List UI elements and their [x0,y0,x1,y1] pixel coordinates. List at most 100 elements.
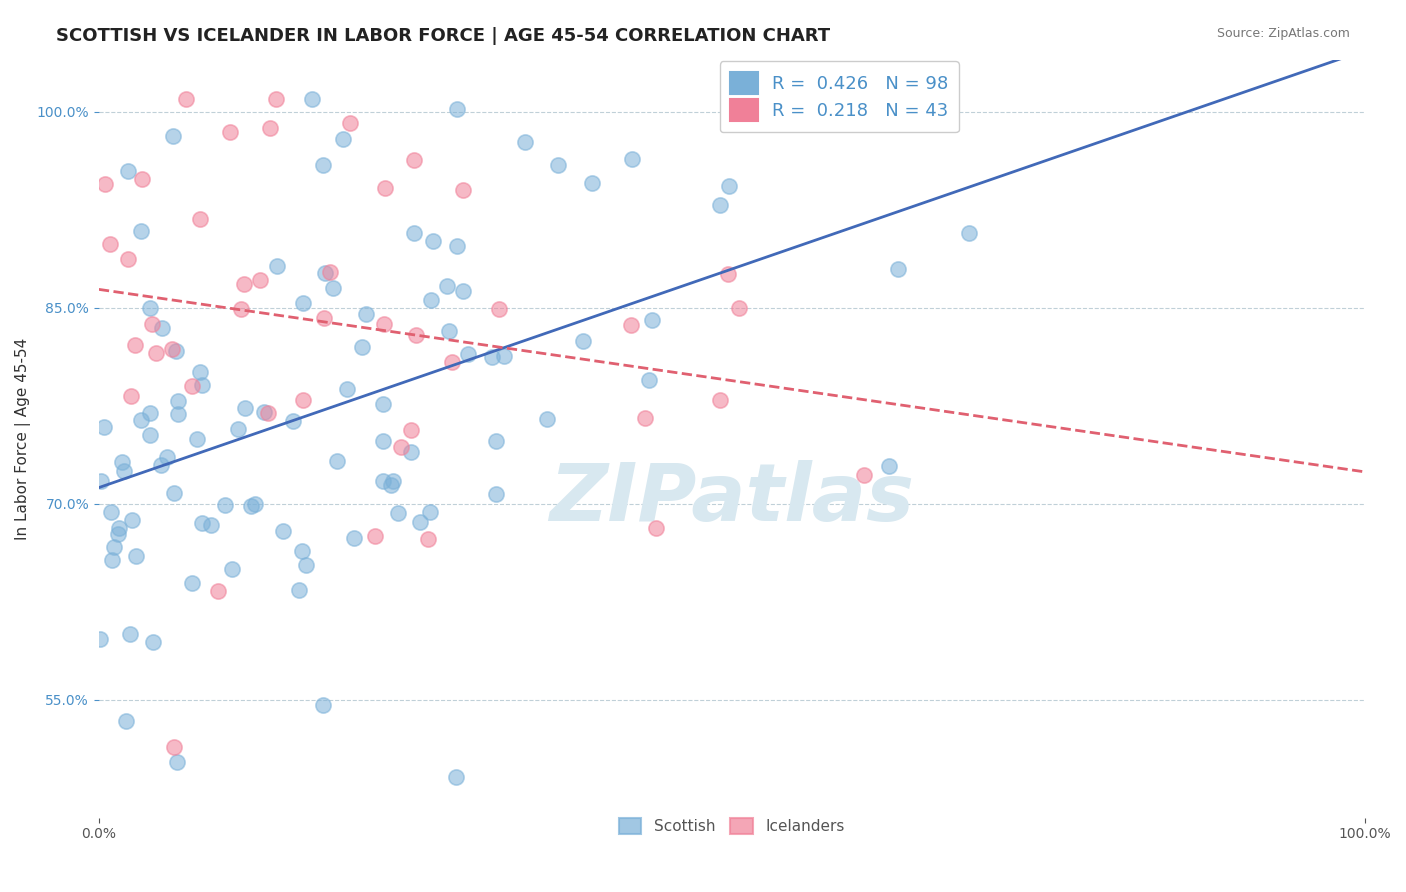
Point [141,317,163,331]
Point [188,365,211,379]
Point [291,544,314,558]
Point [100,505,122,519]
Point [93,177,115,191]
Point [139,406,162,420]
Point [101,553,124,567]
Point [117,252,139,266]
Point [145,346,167,360]
Point [191,516,214,530]
Point [112,464,135,478]
Text: ZIPatlas: ZIPatlas [550,460,914,538]
Point [174,92,197,106]
Point [295,558,318,572]
Point [380,478,402,492]
Point [354,307,377,321]
Point [103,540,125,554]
Point [319,265,342,279]
Point [188,212,211,227]
Point [214,498,236,512]
Point [259,121,281,136]
Point [373,317,395,331]
Point [256,406,278,420]
Point [900,92,922,106]
Point [181,378,204,392]
Point [163,486,186,500]
Point [149,458,172,473]
Point [266,259,288,273]
Point [619,318,641,332]
Point [371,434,394,449]
Point [886,261,908,276]
Point [382,475,405,489]
Point [581,177,603,191]
Point [142,635,165,649]
Point [89,632,111,647]
Point [408,515,430,529]
Point [343,531,366,545]
Point [481,350,503,364]
Point [139,301,162,315]
Point [405,328,427,343]
Point [641,313,664,327]
Point [124,338,146,352]
Point [291,296,314,310]
Point [717,268,740,282]
Point [200,518,222,533]
Point [536,412,558,426]
Point [339,116,361,130]
Point [131,172,153,186]
Point [620,153,643,167]
Point [547,159,569,173]
Point [399,445,422,459]
Point [457,346,479,360]
Point [485,487,508,501]
Point [402,226,425,240]
Point [420,293,443,308]
Point [111,454,134,468]
Point [371,474,394,488]
Point [451,284,474,298]
Point [181,575,204,590]
Point [451,183,474,197]
Point [166,755,188,769]
Point [312,158,335,172]
Point [336,382,359,396]
Point [160,342,183,356]
Point [93,420,115,434]
Point [312,698,335,712]
Point [156,450,179,464]
Point [312,310,335,325]
Point [437,325,460,339]
Point [718,179,741,194]
Point [877,459,900,474]
Point [291,392,314,407]
Point [253,405,276,419]
Y-axis label: In Labor Force | Age 45-54: In Labor Force | Age 45-54 [15,337,31,540]
Point [129,413,152,427]
Point [165,343,187,358]
Point [167,408,190,422]
Point [243,497,266,511]
Point [322,281,344,295]
Point [728,301,751,315]
Point [485,434,508,449]
Point [301,92,323,106]
Point [314,266,336,280]
Point [121,513,143,527]
Point [221,562,243,576]
Point [108,520,131,534]
Point [115,714,138,728]
Point [446,770,468,784]
Point [515,135,537,149]
Point [488,301,510,316]
Point [446,102,468,116]
Text: SCOTTISH VS ICELANDER IN LABOR FORCE | AGE 45-54 CORRELATION CHART: SCOTTISH VS ICELANDER IN LABOR FORCE | A… [56,27,831,45]
Point [162,128,184,143]
Legend: Scottish, Icelanders: Scottish, Icelanders [613,812,851,840]
Point [645,520,668,534]
Point [121,389,143,403]
Point [129,224,152,238]
Point [125,549,148,563]
Point [709,198,731,212]
Point [100,236,122,251]
